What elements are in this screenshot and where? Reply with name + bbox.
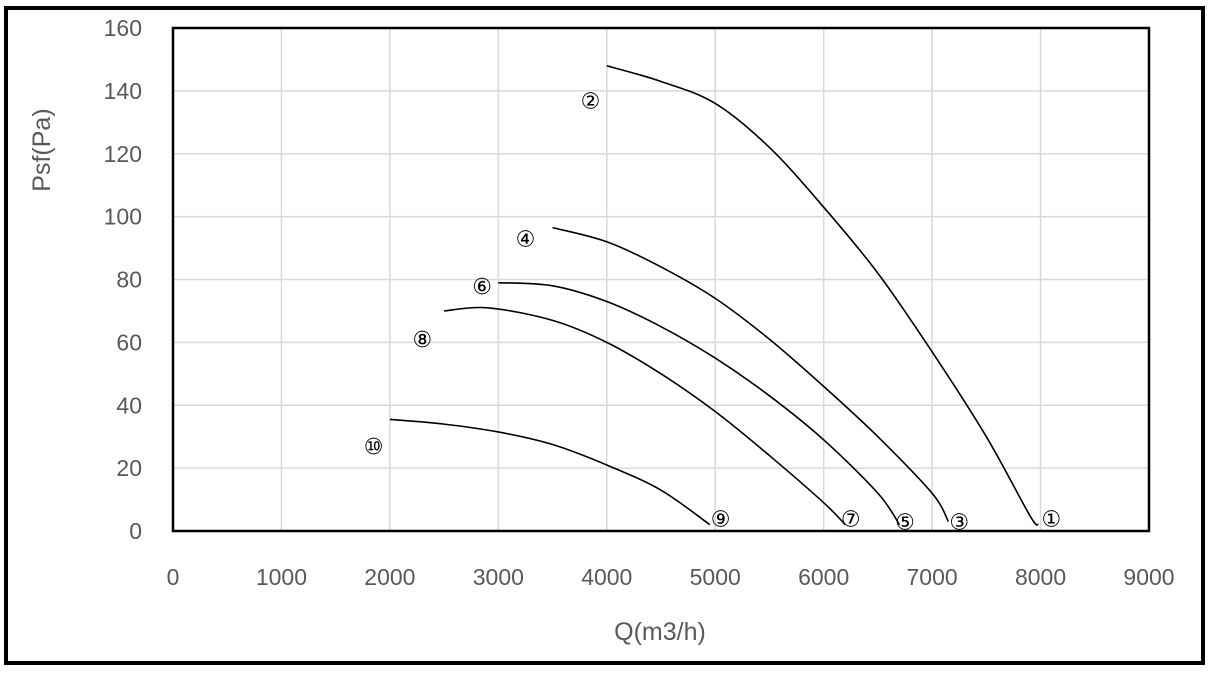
x-tick-label: 6000 (798, 564, 849, 590)
plot-area-border (171, 26, 1151, 533)
y-tick-label: 160 (104, 15, 142, 41)
series-curve-3 (498, 281, 901, 526)
curve-label: ② (581, 89, 601, 114)
x-tick-label: 4000 (581, 564, 632, 590)
curve-label: ③ (949, 511, 969, 536)
curve-label: ⑤ (895, 511, 915, 536)
series-curve-1 (606, 64, 1039, 526)
y-tick-label: 100 (104, 204, 142, 230)
y-tick-label: 0 (129, 518, 142, 544)
curve-label: ⑨ (711, 507, 731, 532)
curve-label: ⑩ (364, 435, 384, 460)
series-curve-4 (444, 306, 846, 526)
y-axis-label: Psf(Pa) (28, 108, 56, 191)
x-axis-label: Q(m3/h) (614, 618, 706, 646)
curve-label: ④ (516, 228, 536, 253)
x-tick-label: 0 (167, 564, 180, 590)
curve-label: ⑧ (413, 328, 433, 353)
series-curve-5 (389, 418, 711, 526)
curve-label: ⑥ (472, 275, 492, 300)
x-tick-label: 1000 (256, 564, 307, 590)
y-tick-label: 140 (104, 78, 142, 104)
y-tick-label: 20 (116, 455, 142, 481)
y-tick-label: 120 (104, 141, 142, 167)
x-tick-label: 5000 (690, 564, 741, 590)
x-tick-label: 3000 (473, 564, 524, 590)
x-tick-label: 2000 (364, 564, 415, 590)
x-tick-label: 9000 (1123, 564, 1174, 590)
x-tick-label: 7000 (907, 564, 958, 590)
y-tick-label: 60 (116, 329, 142, 355)
chart-frame (4, 6, 1205, 665)
y-tick-label: 80 (116, 267, 142, 293)
curve-label: ⑦ (841, 507, 861, 532)
curve-label: ① (1042, 507, 1062, 532)
series-curve-2 (552, 226, 950, 522)
x-tick-label: 8000 (1015, 564, 1066, 590)
y-tick-label: 40 (116, 392, 142, 418)
